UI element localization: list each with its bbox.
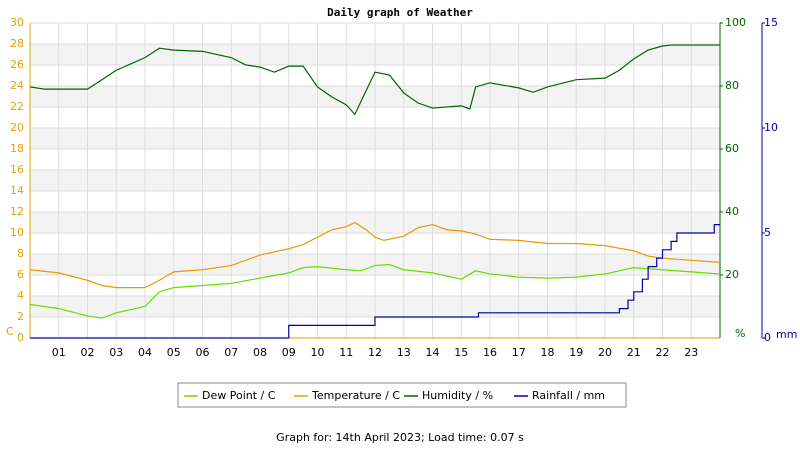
y3-tick-label: 0 <box>764 331 771 344</box>
x-tick-label: 13 <box>397 346 411 359</box>
y-axis-label: C <box>6 325 14 338</box>
y-tick-label: 0 <box>17 331 24 344</box>
chart-title: Daily graph of Weather <box>327 6 473 19</box>
y3-tick-label: 5 <box>764 226 771 239</box>
y-tick-label: 20 <box>10 121 24 134</box>
x-tick-label: 11 <box>339 346 353 359</box>
x-tick-label: 05 <box>167 346 181 359</box>
series-line <box>30 224 720 339</box>
x-tick-label: 23 <box>684 346 698 359</box>
y-tick-label: 10 <box>10 226 24 239</box>
x-tick-label: 16 <box>483 346 497 359</box>
y2-axis-label: % <box>735 327 745 340</box>
x-tick-label: 21 <box>627 346 641 359</box>
y-tick-label: 22 <box>10 100 24 113</box>
y3-tick-label: 15 <box>764 16 778 29</box>
x-tick-label: 04 <box>138 346 152 359</box>
x-tick-label: 22 <box>656 346 670 359</box>
legend-label: Rainfall / mm <box>532 389 605 402</box>
y3-axis-label: mm <box>776 328 797 341</box>
y-tick-label: 30 <box>10 16 24 29</box>
x-tick-label: 18 <box>541 346 555 359</box>
y-tick-label: 2 <box>17 310 24 323</box>
x-tick-label: 17 <box>512 346 526 359</box>
y-tick-label: 4 <box>17 289 24 302</box>
y2-tick-label: 80 <box>725 79 739 92</box>
footer: Graph for: 14th April 2023; Load time: 0… <box>276 431 524 444</box>
y-tick-label: 16 <box>10 163 24 176</box>
x-tick-label: 15 <box>454 346 468 359</box>
y-tick-label: 18 <box>10 142 24 155</box>
x-tick-label: 01 <box>52 346 66 359</box>
x-tick-label: 14 <box>426 346 440 359</box>
y-tick-label: 8 <box>17 247 24 260</box>
legend-label: Temperature / C <box>311 389 400 402</box>
y-tick-label: 14 <box>10 184 24 197</box>
x-tick-label: 19 <box>569 346 583 359</box>
y-tick-label: 28 <box>10 37 24 50</box>
y2-tick-label: 100 <box>725 16 746 29</box>
x-tick-label: 08 <box>253 346 267 359</box>
y-tick-label: 6 <box>17 268 24 281</box>
y-tick-label: 26 <box>10 58 24 71</box>
x-tick-label: 09 <box>282 346 296 359</box>
x-tick-label: 20 <box>598 346 612 359</box>
x-tick-label: 02 <box>81 346 95 359</box>
series-line <box>29 221 721 289</box>
legend-box <box>177 382 627 408</box>
y2-tick-label: 20 <box>725 268 739 281</box>
x-tick-label: 10 <box>311 346 325 359</box>
series-line <box>29 44 720 116</box>
x-tick-label: 06 <box>196 346 210 359</box>
legend-label: Humidity / % <box>422 389 493 402</box>
x-tick-label: 12 <box>368 346 382 359</box>
y2-tick-label: 40 <box>725 205 739 218</box>
y-tick-label: 12 <box>10 205 24 218</box>
x-tick-label: 07 <box>224 346 238 359</box>
series-line <box>29 263 721 319</box>
y2-tick-label: 60 <box>725 142 739 155</box>
y-tick-label: 24 <box>10 79 24 92</box>
legend-label: Dew Point / C <box>202 389 276 402</box>
y3-tick-label: 10 <box>764 121 778 134</box>
x-tick-label: 03 <box>109 346 123 359</box>
